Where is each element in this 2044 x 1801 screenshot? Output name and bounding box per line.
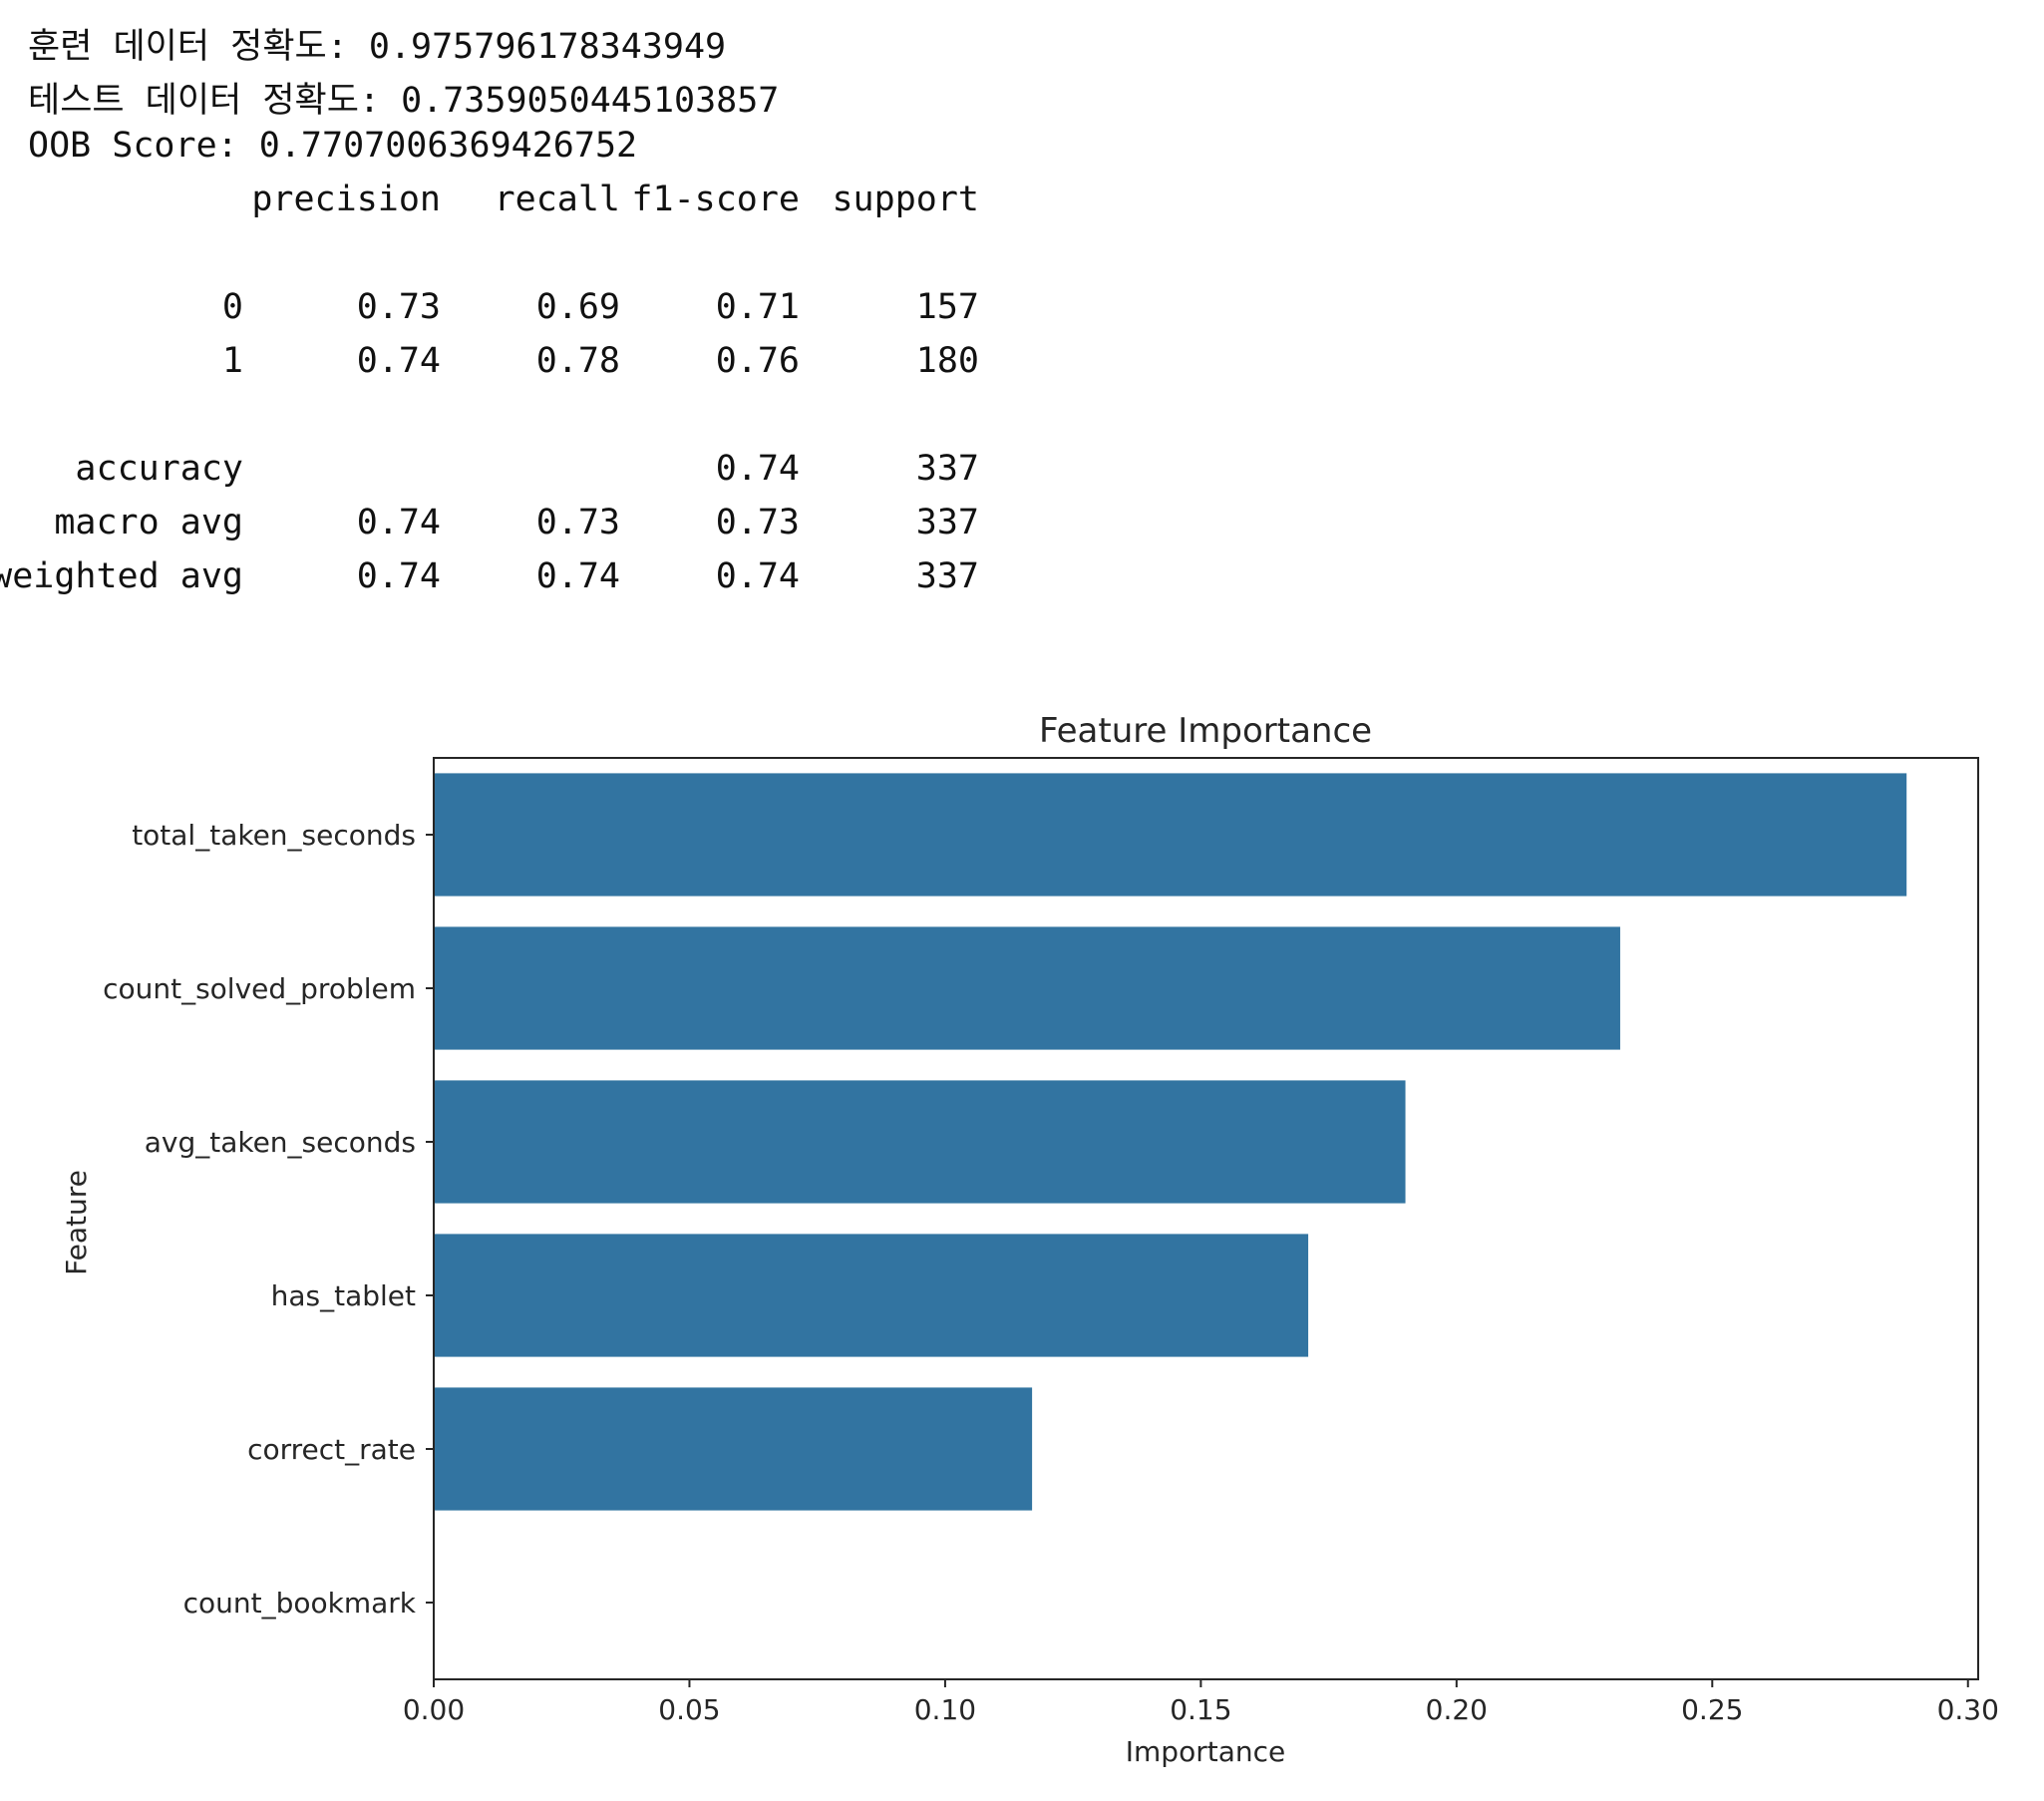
report-cell-recall: 0.74 xyxy=(535,556,620,596)
y-tick-label: avg_taken_seconds xyxy=(145,1126,416,1159)
test-accuracy-line: 테스트 데이터 정확도: 0.7359050445103857 xyxy=(28,81,780,121)
y-tick-label: correct_rate xyxy=(247,1433,416,1466)
bar-correct-rate xyxy=(434,1387,1033,1511)
bar-avg-taken-seconds xyxy=(434,1080,1406,1204)
plot-frame xyxy=(433,757,1979,1680)
train-accuracy-line: 훈련 데이터 정확도: 0.975796178343949 xyxy=(28,27,727,67)
bar-group xyxy=(434,773,1907,1511)
report-cell-recall: 0.73 xyxy=(535,503,620,542)
report-row-label: accuracy xyxy=(75,449,243,489)
report-cell-f1: 0.76 xyxy=(715,341,800,381)
report-header-recall: recall xyxy=(494,180,620,219)
report-cell-support: 337 xyxy=(915,449,979,489)
report-cell-precision: 0.73 xyxy=(356,287,441,327)
report-row-label: weighted avg xyxy=(0,556,243,596)
report-cell-recall: 0.78 xyxy=(535,341,620,381)
y-tick-label: total_taken_seconds xyxy=(132,819,416,852)
report-cell-support: 337 xyxy=(915,556,979,596)
x-tick-label: 0.05 xyxy=(658,1693,720,1726)
report-row-label: 0 xyxy=(221,287,243,327)
report-cell-f1: 0.71 xyxy=(715,287,800,327)
report-header-f1: f1-score xyxy=(631,180,800,219)
y-tick-label: count_bookmark xyxy=(183,1587,417,1620)
x-tick-label: 0.20 xyxy=(1426,1693,1488,1726)
x-tick-label: 0.00 xyxy=(403,1693,465,1726)
x-tick-label: 0.25 xyxy=(1681,1693,1743,1726)
oob-score-line: OOB Score: 0.7707006369426752 xyxy=(28,126,638,166)
y-tick-label: count_solved_problem xyxy=(103,972,416,1005)
y-tick-label: has_tablet xyxy=(271,1279,416,1312)
bar-has-tablet xyxy=(434,1234,1309,1357)
report-cell-support: 337 xyxy=(915,503,979,542)
report-cell-f1: 0.74 xyxy=(715,556,800,596)
x-tick-label: 0.30 xyxy=(1937,1693,1999,1726)
bar-count-solved-problem xyxy=(434,926,1620,1050)
report-cell-support: 157 xyxy=(915,287,979,327)
report-cell-f1: 0.73 xyxy=(715,503,800,542)
x-tick-label: 0.10 xyxy=(914,1693,976,1726)
report-cell-precision: 0.74 xyxy=(356,556,441,596)
y-axis-label: Feature xyxy=(60,1170,93,1275)
x-axis-label: Importance xyxy=(1126,1735,1285,1768)
report-header-support: support xyxy=(832,180,979,219)
y-tick-group: total_taken_seconds count_solved_problema… xyxy=(103,819,434,1620)
chart-title: Feature Importance xyxy=(1039,711,1372,751)
report-cell-precision: 0.74 xyxy=(356,503,441,542)
x-tick-group: 0.00 0.05 0.10 0.15 0.20 0.25 0.30 xyxy=(403,1679,1999,1726)
report-cell-support: 180 xyxy=(915,341,979,381)
report-cell-recall: 0.69 xyxy=(535,287,620,327)
report-header-precision: precision xyxy=(251,180,441,219)
report-row-label: 1 xyxy=(221,341,243,381)
report-cell-precision: 0.74 xyxy=(356,341,441,381)
report-cell-f1: 0.74 xyxy=(715,449,800,489)
report-row-label: macro avg xyxy=(54,503,243,542)
x-tick-label: 0.15 xyxy=(1170,1693,1231,1726)
bar-total-taken-seconds xyxy=(434,773,1907,897)
